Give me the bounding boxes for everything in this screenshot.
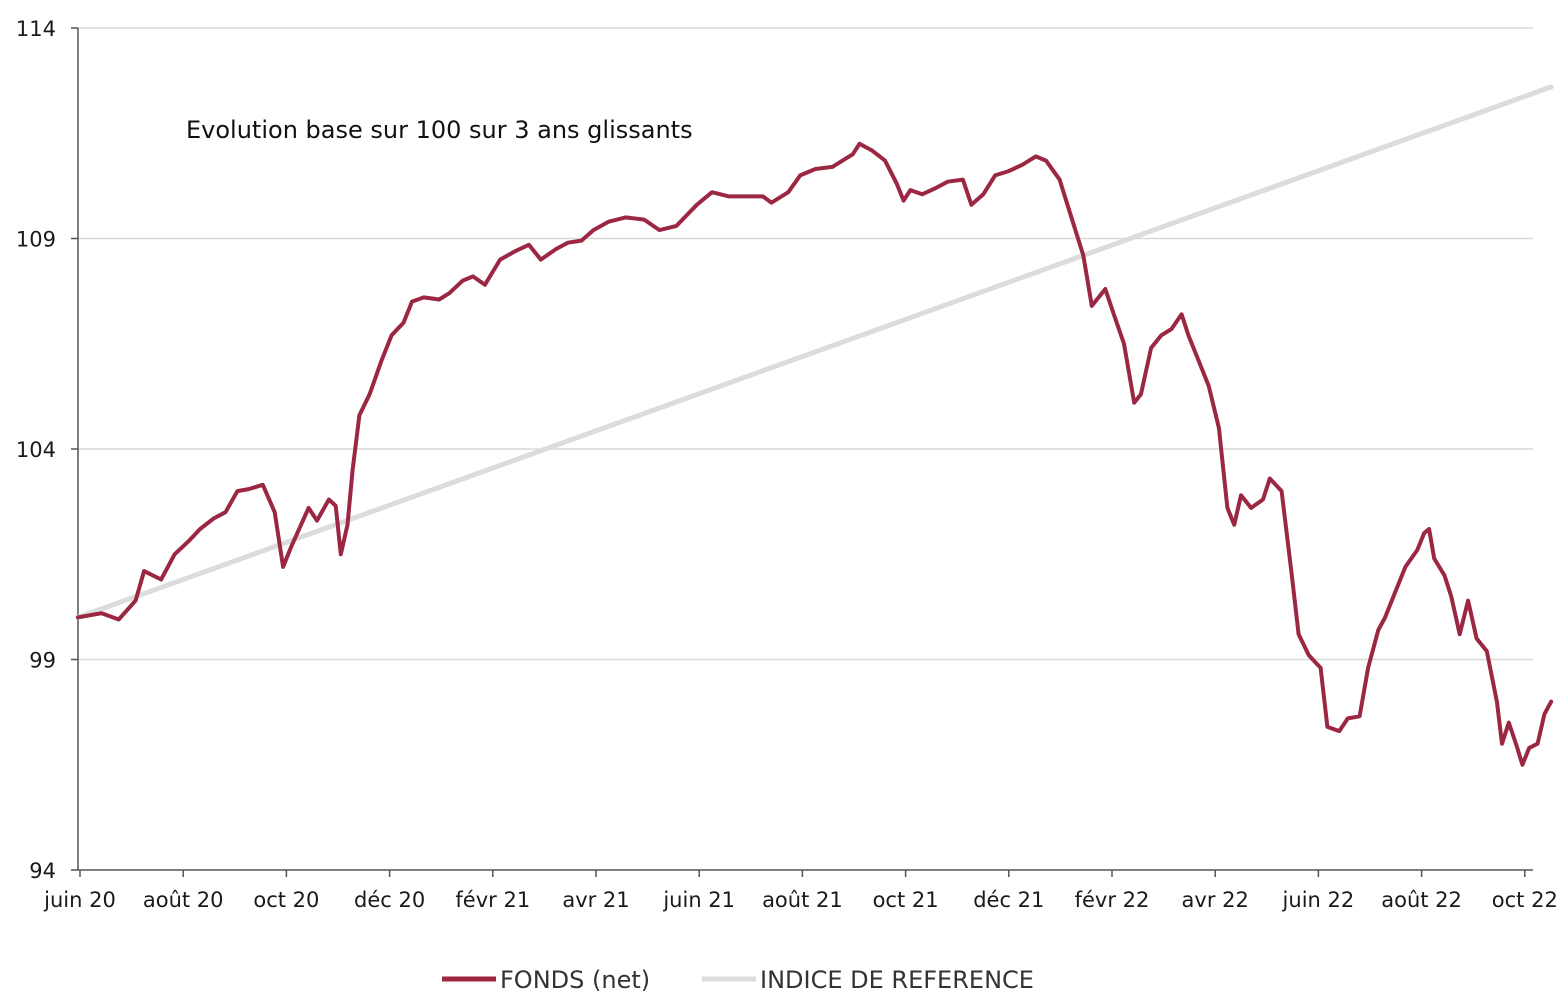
x-tick-label: juin 22 [1282,888,1355,912]
x-tick-label: août 21 [762,888,843,912]
x-tick-label: févr 22 [1075,888,1150,912]
y-tick-label: 104 [16,438,56,462]
series-line-fonds [76,141,1554,767]
y-tick-label: 109 [16,228,56,252]
x-tick-label: oct 20 [253,888,319,912]
series-lines [75,84,1554,767]
x-tick-label: août 22 [1381,888,1462,912]
legend: FONDS (net) INDICE DE REFERENCE [442,966,1034,992]
y-tick-label: 114 [16,17,56,41]
y-tick-label: 94 [29,859,56,883]
x-tick-label: avr 22 [1182,888,1249,912]
legend-label: FONDS (net) [500,966,650,992]
x-tick-label: oct 21 [873,888,939,912]
x-tick-label: avr 21 [562,888,629,912]
x-tick-label: déc 20 [354,888,425,912]
x-axis: juin 20 août 20 oct 20 déc 20 févr 21 avr 21 j… [43,869,1558,912]
x-tick-label: juin 20 [43,888,116,912]
x-tick-label: oct 22 [1492,888,1558,912]
x-tick-label: déc 21 [973,888,1044,912]
x-tick-label: août 20 [143,888,224,912]
x-tick-label: juin 21 [662,888,735,912]
y-tick-label: 99 [29,649,56,673]
x-tick-label: févr 21 [455,888,530,912]
y-axis: 94 99 104 109 114 [16,17,79,883]
gridlines [78,27,1533,661]
series-line-indice [75,84,1554,620]
chart-annotation: Evolution base sur 100 sur 3 ans glissan… [186,116,693,144]
legend-label: INDICE DE REFERENCE [760,966,1034,992]
